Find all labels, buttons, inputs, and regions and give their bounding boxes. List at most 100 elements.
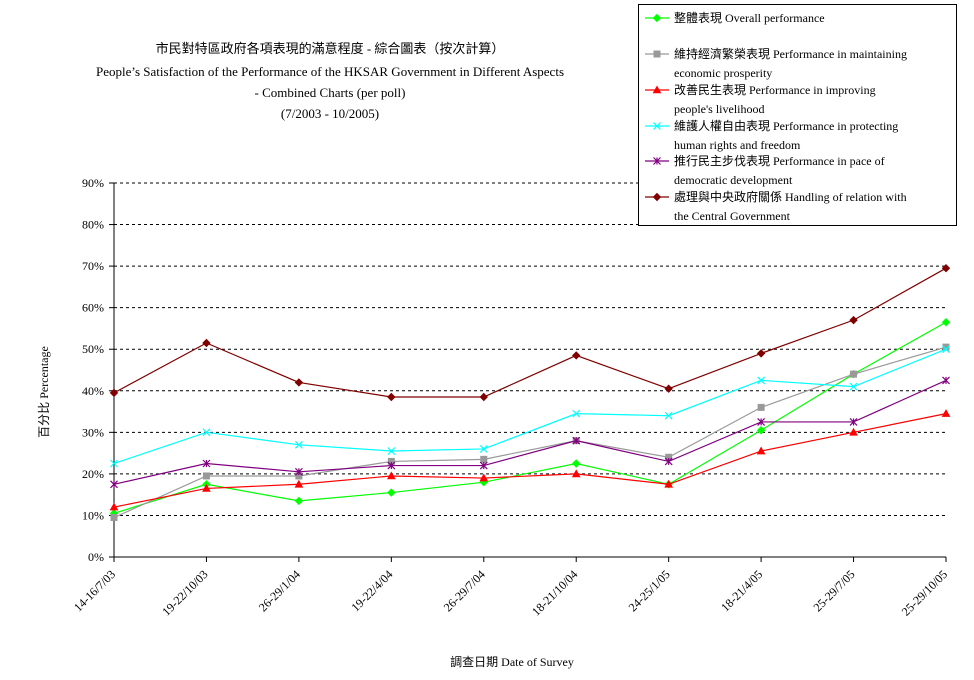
series-6 [109,263,951,402]
legend-item: 整體表現 Overall performance [645,10,825,25]
legend-label: democratic development [674,173,793,187]
x-axis-ticks: 14-16/7/03 19-22/10/03 26-29/1/04 19-22/4/0… [71,557,950,619]
legend-item: 維持經濟繁榮表現 Performance in maintaining econo… [645,46,907,80]
data-point [756,446,766,455]
data-point [202,338,211,348]
data-point [387,488,396,497]
data-point [572,436,581,445]
legend-item: 推行民主步伐表現 Performance in pace of democrati… [645,154,885,187]
data-point [653,122,661,130]
x-tick-label: 19-22/4/04 [348,567,395,614]
legend-label: 改善民生表現 Performance in improving [674,82,876,97]
data-point [479,473,489,482]
series-line [113,379,947,485]
x-tick-label: 26-29/7/04 [441,567,488,614]
x-tick-label: 24-25/1/05 [626,567,673,614]
data-point-stroke [849,382,858,391]
axes [113,183,946,558]
data-point [849,427,858,436]
data-point [942,376,950,385]
data-point [757,403,765,411]
legend-label: 處理與中央政府關係 Handling of relation with [674,189,907,204]
data-point [387,447,396,455]
series-2 [110,343,950,522]
data-point [757,418,766,426]
series-line [113,321,947,514]
data-point-stroke [479,445,488,453]
data-point [294,496,304,506]
data-point-stroke [664,411,673,420]
data-point [941,318,951,327]
series-line [113,348,947,465]
data-point [652,13,662,23]
y-tick-label: 20% [82,467,104,481]
chart-title: 市民對特區政府各項表現的滿意程度 - 綜合圖表（按次計算） People’s Sa… [96,41,564,121]
data-point [294,440,303,449]
legend-box [638,4,957,226]
chart-title-line: People’s Satisfaction of the Performance… [96,64,564,79]
data-point [202,483,211,492]
data-point [849,315,858,325]
data-point [653,157,661,165]
data-series [109,263,951,522]
y-tick-label: 10% [82,508,104,522]
data-point-stroke [942,345,950,354]
data-point [294,479,304,488]
data-point [664,479,674,488]
legend-label: the Central Government [674,209,791,223]
data-point [572,409,581,418]
y-tick-label: 90% [82,176,104,190]
gridlines [114,182,946,516]
data-point [110,459,118,468]
x-tick-label: 19-22/10/03 [159,567,210,618]
y-axis-title: 百分比 Percentage [37,346,51,438]
data-point [479,461,488,470]
data-point [202,428,211,437]
data-point [109,502,119,511]
data-point-stroke [202,428,211,437]
x-tick-label: 25-29/7/05 [811,567,858,614]
data-point [849,418,858,426]
data-point [110,514,118,522]
series-line [113,267,947,398]
x-tick-label: 18-21/4/05 [718,567,765,614]
data-point [202,472,210,480]
data-point [941,409,951,417]
data-point [479,445,488,453]
data-point [652,85,662,94]
data-point [387,461,396,470]
data-point [479,392,488,402]
y-tick-label: 0% [88,550,104,564]
data-point [942,343,950,351]
x-tick-label: 26-29/1/04 [256,567,303,614]
data-point [664,457,673,466]
legend-label: economic prosperity [674,66,772,80]
data-point-stroke [294,440,303,449]
data-point [756,426,766,435]
series-4 [110,345,950,468]
data-point-stroke [653,122,661,130]
legend-item: 處理與中央政府關係 Handling of relation with the C… [645,189,907,223]
data-point-stroke [110,459,118,468]
data-point [849,382,858,391]
legend-label: 整體表現 Overall performance [674,10,825,25]
data-point-stroke [387,447,396,455]
data-point [664,411,673,420]
data-point [756,349,766,358]
data-point-stroke [572,409,581,418]
legend: 整體表現 Overall performance 維持經濟繁榮表現 Perform… [638,4,957,226]
data-point [664,384,673,393]
data-point [294,467,303,476]
legend-label: 維護人權自由表現 Performance in protecting [674,118,898,133]
x-tick-label: 25-29/10/05 [899,567,950,618]
data-point [652,192,662,202]
data-point [941,263,951,273]
chart-title-line: (7/2003 - 10/2005) [281,106,379,121]
data-point [572,351,581,360]
data-point [572,459,581,468]
data-point [571,469,581,478]
y-tick-label: 60% [82,301,104,315]
data-point-stroke [757,376,766,385]
data-point [110,480,118,489]
